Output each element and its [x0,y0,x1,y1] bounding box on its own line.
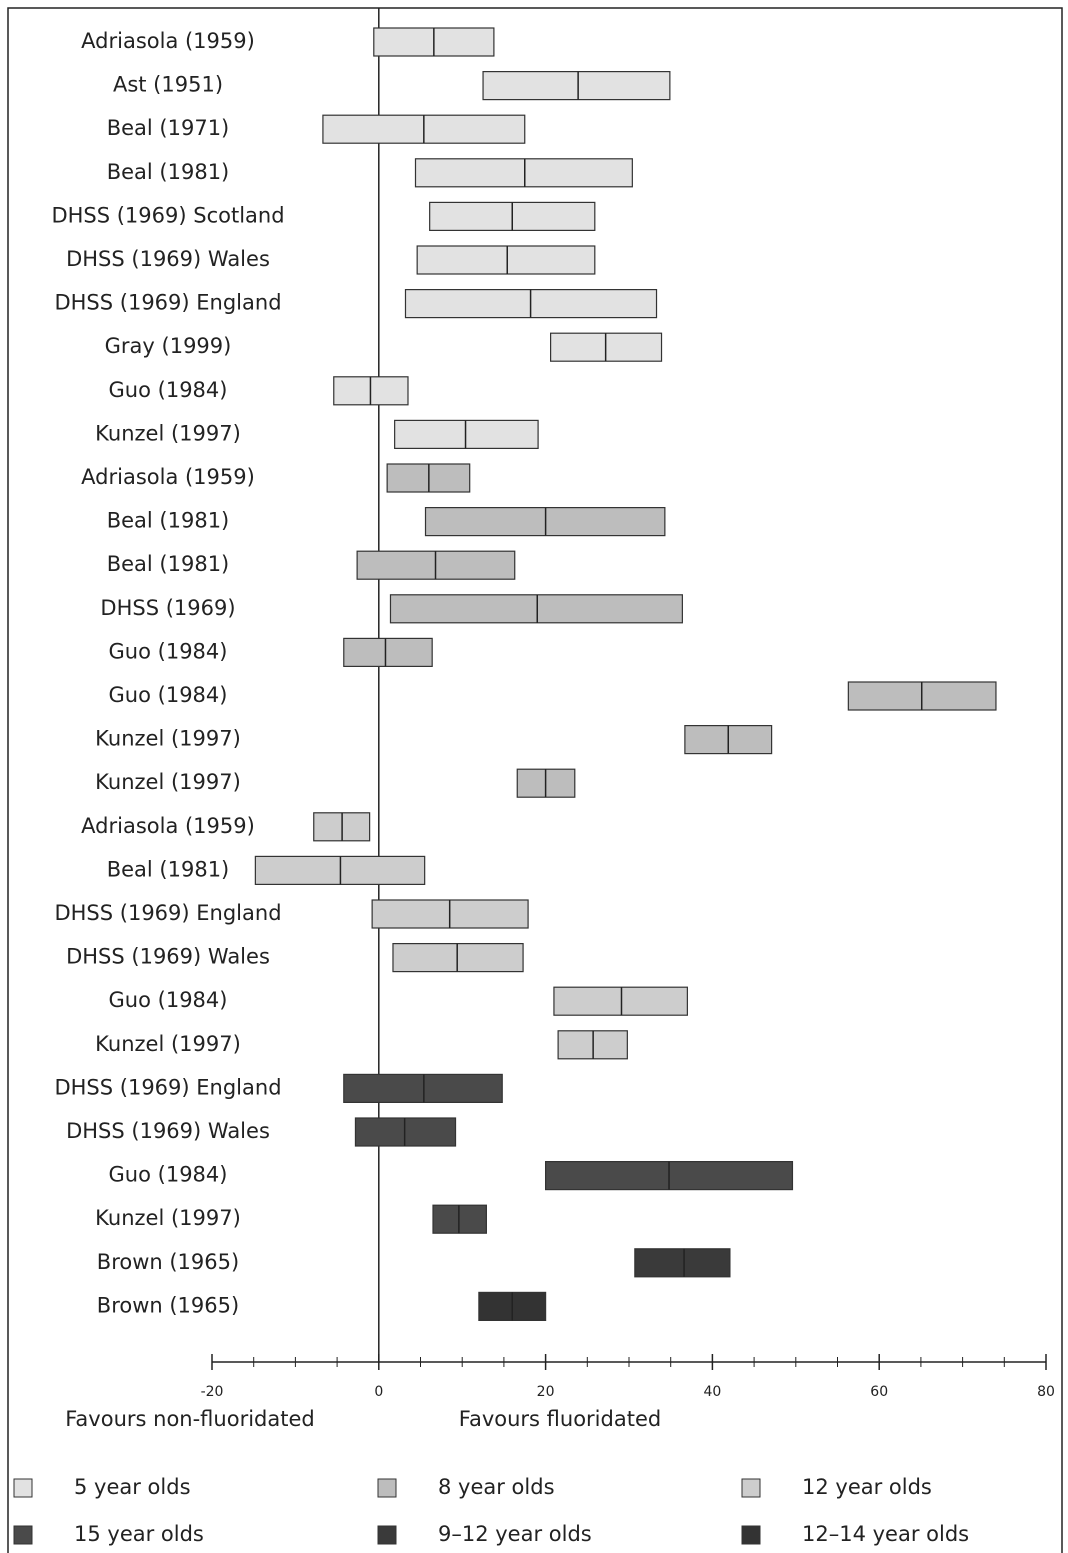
range-bar [394,419,539,449]
range-bar [414,158,633,188]
row-label: Guo (1984) [109,683,228,707]
range-bar [343,1073,503,1104]
row-label: Ast (1951) [113,73,223,97]
legend-label: 5 year olds [74,1475,191,1499]
legend-label: 12–14 year olds [802,1522,969,1546]
row-label: Guo (1984) [109,1163,228,1187]
row-label: Beal (1981) [107,160,230,184]
x-tick-label: -20 [201,1384,224,1400]
legend-label: 15 year olds [74,1522,204,1546]
frame [7,7,1063,1553]
row-label: Adriasola (1959) [81,29,255,53]
x-tick-label: 20 [537,1384,555,1400]
row-label: Kunzel (1997) [95,1032,241,1056]
range-bar [482,70,671,101]
x-tick-label: 80 [1037,1384,1055,1400]
legend-swatch [13,1525,33,1545]
range-bar [553,986,688,1016]
row-label: Gray (1999) [105,334,232,358]
row-label: DHSS (1969) England [54,291,281,315]
row-label: DHSS (1969) England [54,901,281,925]
range-bar [354,1117,457,1147]
row-label: Beal (1981) [107,857,230,881]
row-label: Beal (1981) [107,509,230,533]
x-tick-label: 0 [374,1384,383,1400]
row-label: Kunzel (1997) [95,421,241,445]
row-label: DHSS (1969) England [54,1075,281,1099]
range-bar [389,594,683,624]
row-label: Beal (1971) [107,116,230,140]
legend-swatch [741,1525,761,1545]
range-bar [416,245,596,275]
legend-swatch [13,1478,33,1498]
row-label: Guo (1984) [109,639,228,663]
legend-label: 12 year olds [802,1475,932,1499]
x-label-left: Favours non-fluoridated [65,1407,314,1431]
x-tick-label: 60 [870,1384,888,1400]
row-label: DHSS (1969) Wales [66,247,270,271]
x-label-right: Favours fluoridated [459,1407,661,1431]
range-bar [392,942,524,973]
legend-label: 8 year olds [438,1475,555,1499]
row-label: Brown (1965) [97,1293,239,1317]
row-label: DHSS (1969) Scotland [51,203,284,227]
x-tick-label: 40 [703,1384,721,1400]
legend-label: 9–12 year olds [438,1522,592,1546]
row-label: Guo (1984) [109,988,228,1012]
row-label: DHSS (1969) [100,596,235,620]
range-bar [634,1248,731,1278]
row-label: Kunzel (1997) [95,770,241,794]
range-bar [432,1204,487,1234]
row-label: Brown (1965) [97,1250,239,1274]
legend-swatch [741,1478,761,1498]
row-label: Kunzel (1997) [95,727,241,751]
legend-swatch [377,1525,397,1545]
row-label: Adriasola (1959) [81,814,255,838]
row-label: Beal (1981) [107,552,230,576]
row-label: DHSS (1969) Wales [66,1119,270,1143]
row-label: Guo (1984) [109,378,228,402]
legend-swatch [377,1478,397,1498]
row-label: Kunzel (1997) [95,1206,241,1230]
row-label: Adriasola (1959) [81,465,255,489]
row-label: DHSS (1969) Wales [66,945,270,969]
range-bar [343,637,433,668]
